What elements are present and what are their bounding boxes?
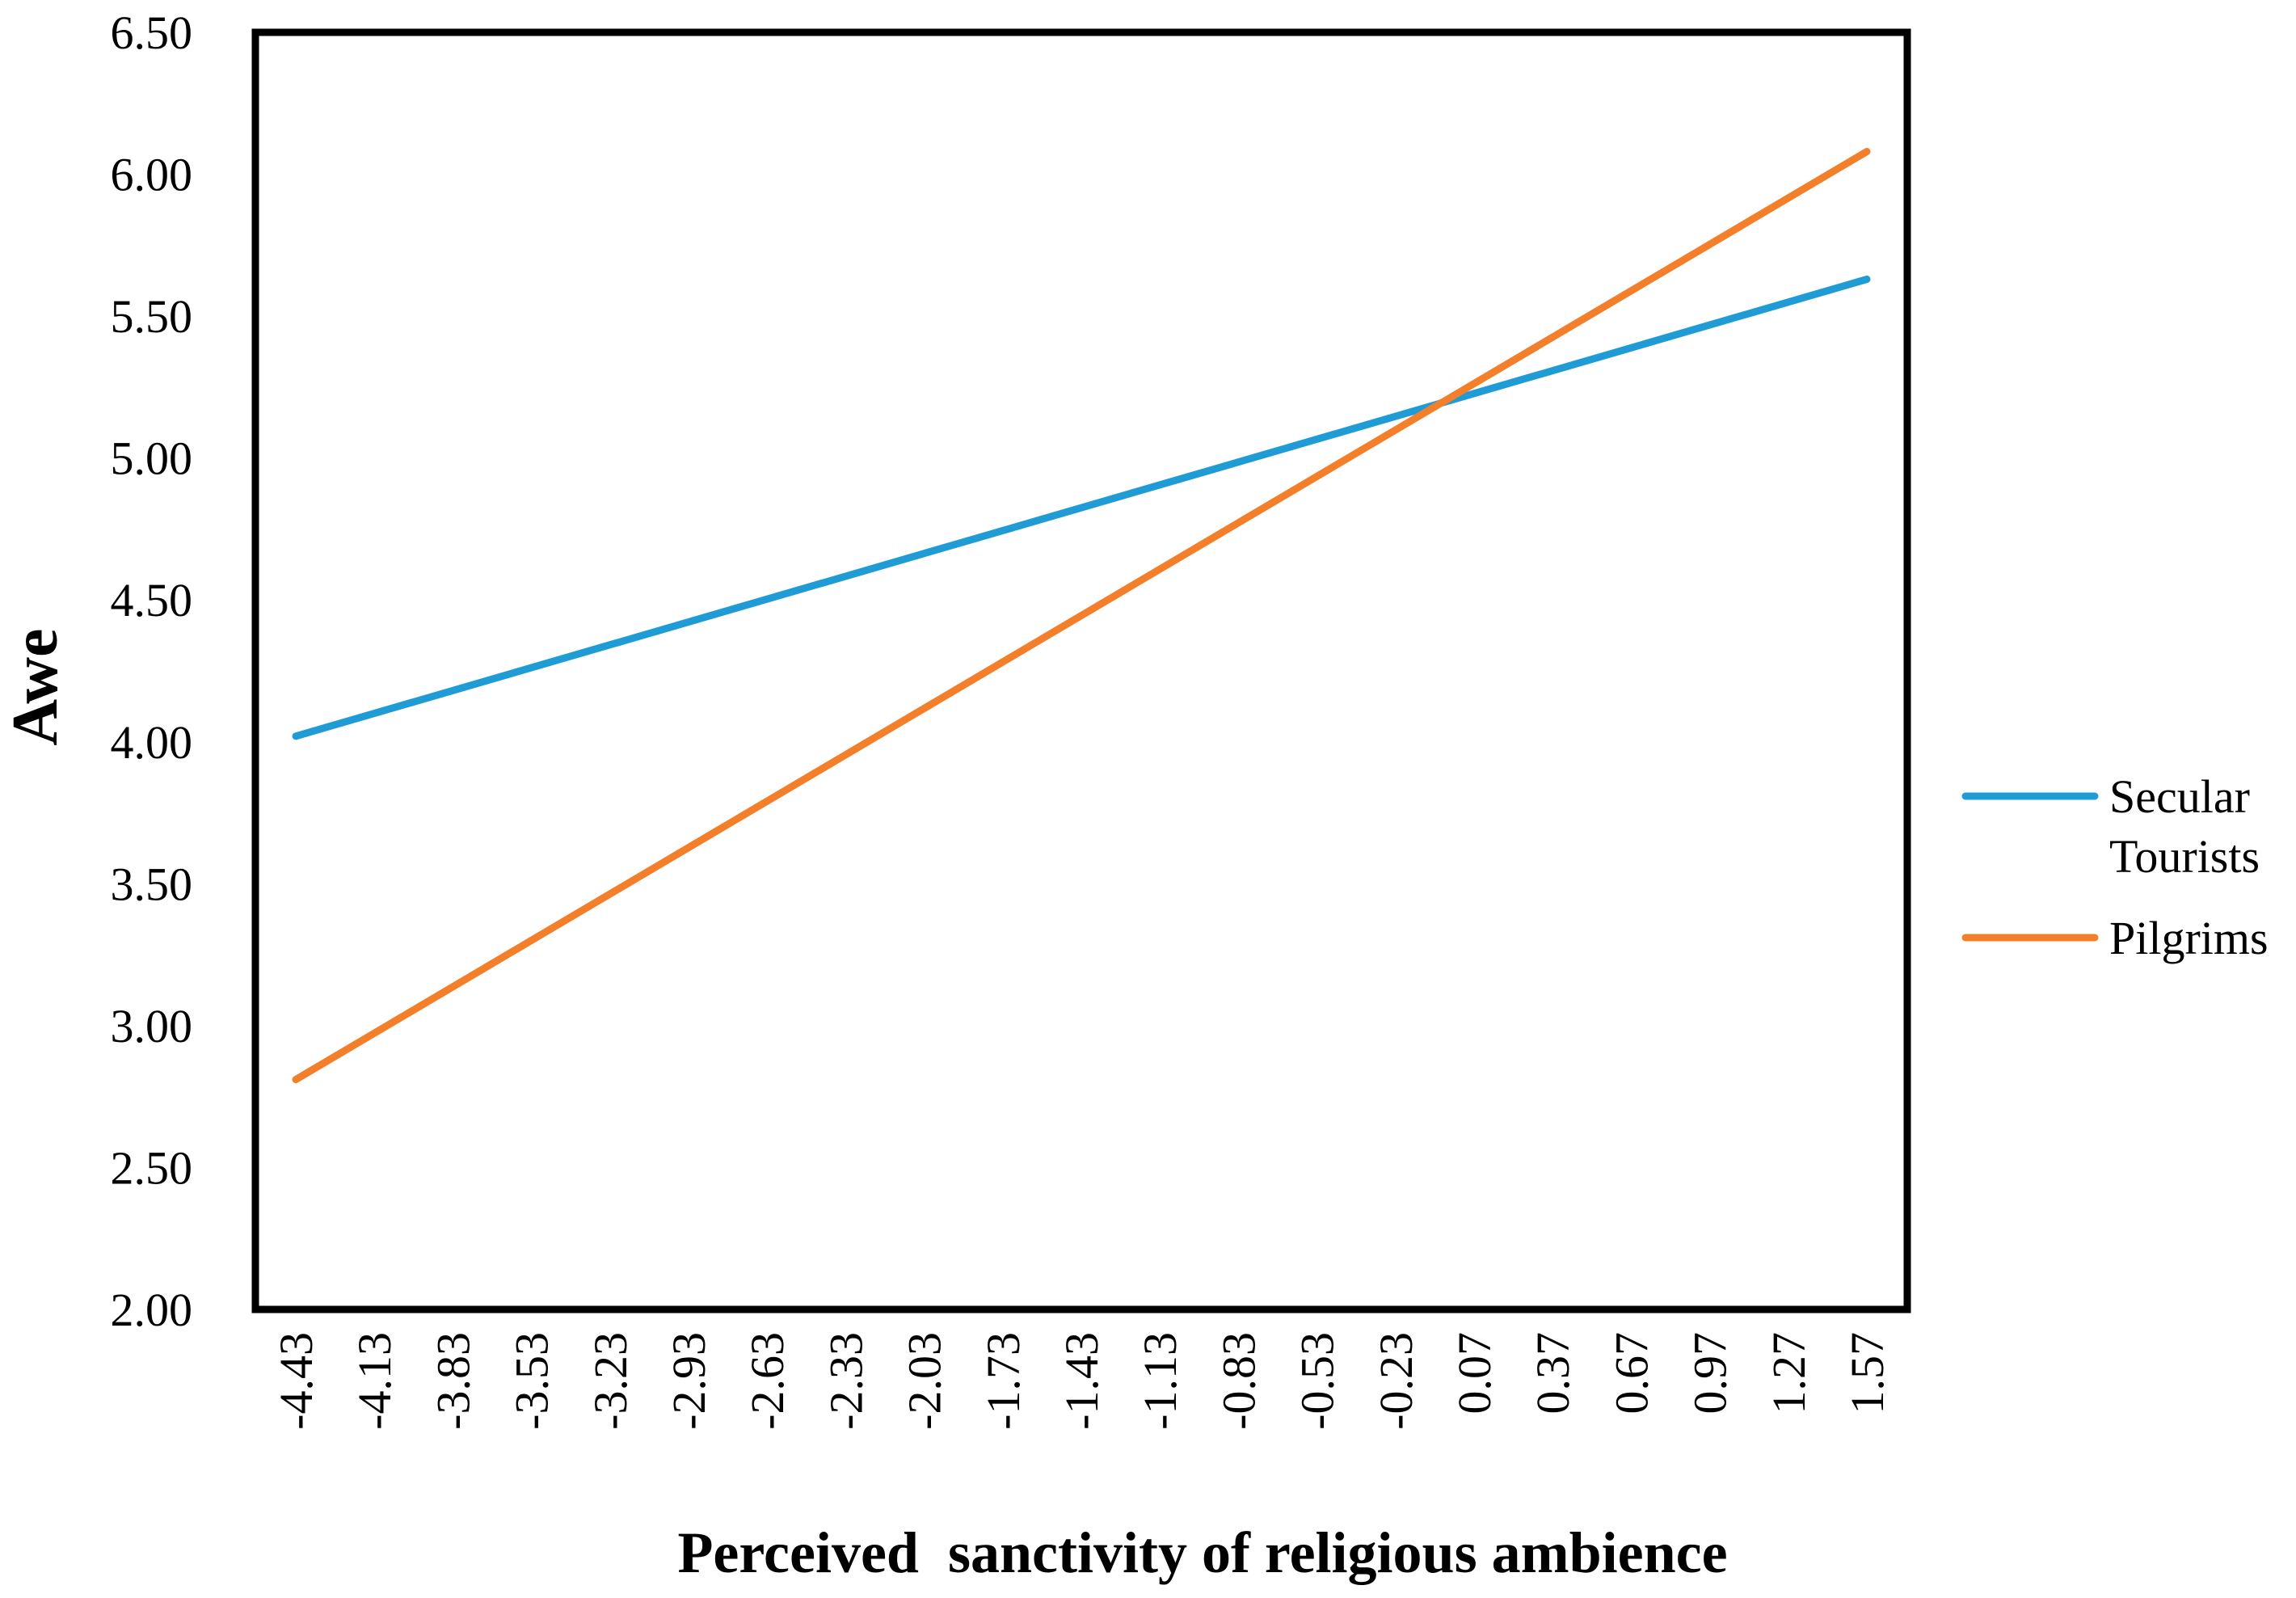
y-tick-label: 5.00: [111, 432, 193, 485]
x-tick-label: -1.43: [1055, 1332, 1108, 1430]
x-tick-label: -0.23: [1370, 1332, 1422, 1430]
y-tick-label: 6.00: [111, 149, 193, 201]
series-line-0: [292, 276, 1871, 740]
y-tick-label: 3.50: [111, 858, 193, 910]
x-tick-label: 1.27: [1763, 1332, 1815, 1415]
y-tick-label: 4.50: [111, 574, 193, 626]
legend: Secular Tourists Pilgrims: [1961, 770, 2269, 964]
x-tick-label: -2.33: [819, 1332, 872, 1430]
series-line-1: [292, 148, 1871, 1084]
x-tick-label: -0.53: [1291, 1332, 1344, 1430]
y-tick-label: 6.50: [111, 6, 193, 59]
legend-label: Pilgrims: [2109, 912, 2269, 964]
series-layer: [292, 148, 1871, 1084]
x-tick-label: -0.83: [1212, 1332, 1265, 1430]
x-tick-label: -3.53: [506, 1332, 558, 1430]
x-tick-label: 0.97: [1684, 1332, 1737, 1415]
x-axis-ticks: -4.43 -4.13 -3.83 -3.53 -3.23 -2.93 -2.63 -2.33…: [270, 1332, 1894, 1430]
x-tick-label: -2.63: [741, 1332, 794, 1430]
x-tick-label: -2.03: [899, 1332, 951, 1430]
x-tick-label: 1.57: [1841, 1332, 1894, 1415]
x-tick-label: -3.23: [584, 1332, 637, 1430]
y-tick-label: 2.00: [111, 1284, 193, 1336]
x-tick-label: -4.43: [270, 1332, 322, 1430]
x-axis-title: Perceived sanctivity of religious ambien…: [677, 1520, 1727, 1585]
y-tick-label: 3.00: [111, 1000, 193, 1052]
x-tick-label: 0.67: [1605, 1332, 1658, 1415]
x-tick-label: 0.37: [1527, 1332, 1579, 1415]
y-tick-label: 4.00: [111, 716, 193, 769]
x-tick-label: -1.73: [977, 1332, 1030, 1430]
x-tick-label: -2.93: [663, 1332, 715, 1430]
y-axis-title: Awe: [0, 628, 71, 745]
x-tick-label: -1.13: [1134, 1332, 1186, 1430]
y-tick-label: 2.50: [111, 1141, 193, 1194]
y-tick-label: 5.50: [111, 290, 193, 343]
legend-label: Tourists: [2109, 830, 2260, 883]
x-tick-label: -4.13: [348, 1332, 401, 1430]
x-tick-label: 0.07: [1448, 1332, 1501, 1415]
x-tick-label: -3.83: [427, 1332, 479, 1430]
legend-label: Secular: [2109, 770, 2250, 823]
plot-area-frame: [251, 28, 1911, 1313]
y-axis-ticks: 2.00 2.50 3.00 3.50 4.00 4.50 5.00 5.50 6.00 6.50: [111, 6, 193, 1336]
